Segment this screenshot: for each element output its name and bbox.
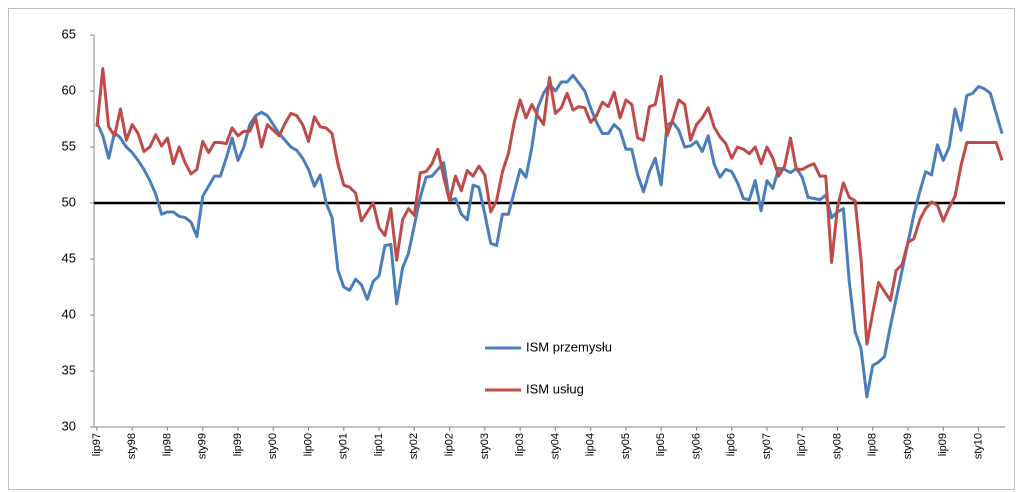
legend-label: ISM przemysłu [526, 339, 612, 354]
x-tick-label: sty07 [761, 433, 773, 459]
y-tick-label: 65 [62, 26, 76, 41]
chart-border [8, 8, 1015, 490]
x-tick-label: sty98 [126, 433, 138, 459]
x-tick-label: lip01 [373, 433, 385, 456]
series-line [95, 67, 1004, 346]
x-tick-label: lip05 [655, 433, 667, 456]
x-tick-label: lip06 [726, 433, 738, 456]
x-tick-label: lip08 [867, 433, 879, 456]
x-tick-label: sty02 [408, 433, 420, 459]
x-tick-label: lip98 [161, 433, 173, 456]
x-tick-label: lip09 [937, 433, 949, 456]
y-tick-label: 30 [62, 418, 76, 433]
legend-label: ISM usług [526, 381, 584, 396]
x-tick-label: lip97 [91, 433, 103, 456]
x-tick-label: lip04 [585, 433, 597, 456]
x-tick-label: sty09 [902, 433, 914, 459]
x-tick-label: sty06 [690, 433, 702, 459]
x-tick-label: lip03 [514, 433, 526, 456]
x-tick-label: sty05 [620, 433, 632, 459]
y-tick-label: 40 [62, 306, 76, 321]
x-tick-label: sty01 [338, 433, 350, 459]
y-tick-label: 45 [62, 250, 76, 265]
x-tick-label: sty03 [479, 433, 491, 459]
y-tick-label: 50 [62, 194, 76, 209]
x-tick-label: lip07 [796, 433, 808, 456]
y-tick-label: 55 [62, 138, 76, 153]
x-tick-label: sty99 [197, 433, 209, 459]
x-tick-label: sty04 [549, 433, 561, 459]
x-tick-label: lip99 [232, 433, 244, 456]
x-tick-label: sty08 [831, 433, 843, 459]
x-tick-label: sty10 [972, 433, 984, 459]
x-tick-label: lip02 [443, 433, 455, 456]
x-tick-label: lip00 [302, 433, 314, 456]
y-tick-label: 60 [62, 82, 76, 97]
x-tick-label: sty00 [267, 433, 279, 459]
y-tick-label: 35 [62, 362, 76, 377]
